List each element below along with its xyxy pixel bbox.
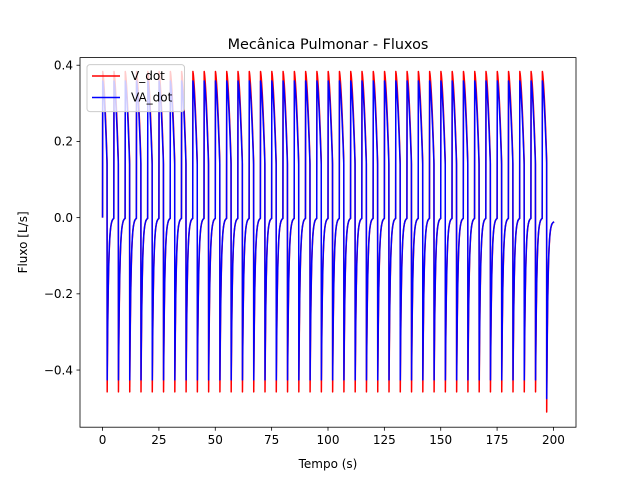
series-line-va-dot	[101, 80, 555, 400]
legend-label-v-dot: V_dot	[131, 69, 165, 83]
y-tick-label: 0.4	[54, 59, 73, 73]
series-layer	[101, 70, 555, 413]
x-axis-ticks: 0 25 50 75 100 125 150 175 200	[99, 427, 565, 447]
y-axis-label: Fluxo [L/s]	[16, 211, 30, 273]
legend: V_dot VA_dot	[86, 64, 185, 113]
x-tick-label: 175	[486, 433, 509, 447]
x-tick-label: 50	[208, 433, 223, 447]
x-tick-label: 200	[542, 433, 565, 447]
y-tick-label: −0.2	[44, 287, 73, 301]
x-axis-label: Tempo (s)	[298, 457, 358, 471]
y-axis-ticks: −0.4 −0.2 0.0 0.2 0.4	[44, 59, 80, 377]
x-tick-label: 0	[99, 433, 107, 447]
x-tick-label: 150	[429, 433, 452, 447]
y-tick-label: −0.4	[44, 363, 73, 377]
y-tick-label: 0.0	[54, 211, 73, 225]
x-tick-label: 100	[317, 433, 340, 447]
legend-label-va-dot: VA_dot	[131, 91, 173, 105]
x-tick-label: 75	[264, 433, 279, 447]
x-tick-label: 125	[373, 433, 396, 447]
y-tick-label: 0.2	[54, 135, 73, 149]
x-tick-label: 25	[151, 433, 166, 447]
plot-area	[101, 70, 555, 413]
chart-title: Mecânica Pulmonar - Fluxos	[228, 37, 429, 53]
